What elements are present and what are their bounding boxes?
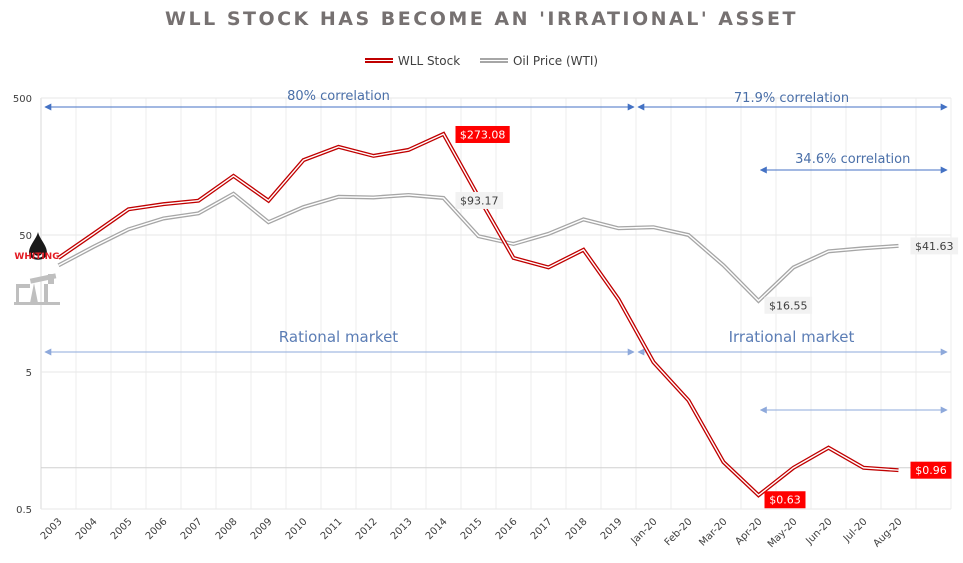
x-tick-label: 2006 — [144, 516, 170, 542]
x-tick-label: Jun-20 — [804, 516, 835, 547]
data-label: $41.63 — [915, 240, 954, 253]
series-lines — [57, 131, 899, 498]
data-label-bg — [910, 237, 959, 255]
data-label: $16.55 — [769, 299, 808, 312]
legend-label-wll: WLL Stock — [397, 53, 461, 68]
y-tick-label: 500 — [13, 94, 32, 105]
x-tick-label: Jul-20 — [841, 516, 870, 545]
pumpjack-icon — [14, 273, 60, 305]
data-label-bg — [455, 191, 504, 209]
x-axis: 2003 2004 2005 2006 2007 2008 2009 2010 2011 2012… — [39, 516, 905, 550]
chart-title: WLL STOCK HAS BECOME AN 'IRRATIONAL' ASS… — [165, 8, 798, 30]
x-tick-label: 2015 — [459, 516, 485, 542]
x-tick-label: 2014 — [424, 516, 450, 542]
annotation-text: 71.9% correlation — [734, 91, 849, 106]
x-tick-label: 2003 — [39, 516, 65, 542]
logo-text: WHITING — [14, 252, 59, 262]
y-tick-label: 0.5 — [16, 505, 32, 516]
annotation-text: 80% correlation — [287, 89, 390, 104]
x-tick-label: Jan-20 — [629, 516, 660, 547]
x-tick-label: 2012 — [354, 516, 380, 542]
x-tick-label: 2016 — [494, 516, 520, 542]
x-tick-label: 2010 — [284, 516, 310, 542]
x-tick-label: 2004 — [74, 516, 100, 542]
data-label: $0.96 — [915, 464, 947, 477]
gridlines — [40, 97, 952, 510]
data-label-bg — [764, 296, 813, 314]
series-oil-price — [57, 191, 899, 304]
y-axis: 500 50 5 0.5 — [13, 94, 32, 516]
x-tick-label: Mar-20 — [697, 516, 729, 548]
data-label: $93.17 — [460, 194, 499, 207]
x-tick-label: Apr-20 — [734, 516, 765, 547]
data-label-bg — [764, 491, 806, 509]
x-tick-label: 2007 — [179, 516, 205, 542]
y-tick-label: 5 — [26, 368, 32, 379]
series-wll-stock — [57, 131, 899, 498]
series-line-outer — [57, 131, 899, 498]
legend-swatch-oil — [479, 58, 508, 63]
data-label: $273.08 — [460, 128, 506, 141]
data-label: $0.63 — [769, 494, 801, 507]
annotation-text: Irrational market — [729, 328, 855, 346]
annotation-text: Rational market — [279, 328, 398, 346]
x-tick-label: 2009 — [249, 516, 275, 542]
series-line-inner — [58, 133, 899, 497]
oil-drop-icon — [29, 232, 47, 260]
x-tick-label: 2018 — [564, 516, 590, 542]
x-tick-label: 2017 — [529, 516, 555, 542]
y-tick-label: 50 — [19, 231, 32, 242]
x-tick-label: Aug-20 — [871, 516, 904, 549]
x-tick-label: 2005 — [109, 516, 135, 542]
x-tick-label: 2013 — [389, 516, 415, 542]
whiting-logo: WHITING — [14, 232, 60, 305]
data-label-bg — [910, 461, 952, 479]
legend-item-wll[interactable]: WLL Stock — [364, 53, 461, 68]
x-tick-label: Feb-20 — [663, 516, 695, 548]
annotations: 80% correlation 71.9% correlation 34.6% co… — [44, 89, 948, 414]
x-tick-label: 2019 — [599, 516, 625, 542]
legend-item-oil[interactable]: Oil Price (WTI) — [479, 53, 599, 68]
series-line-outer — [57, 191, 899, 304]
x-tick-label: 2008 — [214, 516, 240, 542]
legend: WLL Stock Oil Price (WTI) — [0, 52, 963, 68]
x-tick-label: May-20 — [766, 516, 800, 550]
data-label-bg — [455, 125, 510, 143]
legend-swatch-wll — [364, 58, 393, 63]
legend-label-oil: Oil Price (WTI) — [512, 53, 599, 68]
annotation-text: 34.6% correlation — [795, 152, 910, 167]
x-tick-label: 2011 — [319, 516, 345, 542]
data-labels: $273.08 $93.17 $16.55 $41.63 $0.63 $0.96 — [455, 125, 959, 509]
